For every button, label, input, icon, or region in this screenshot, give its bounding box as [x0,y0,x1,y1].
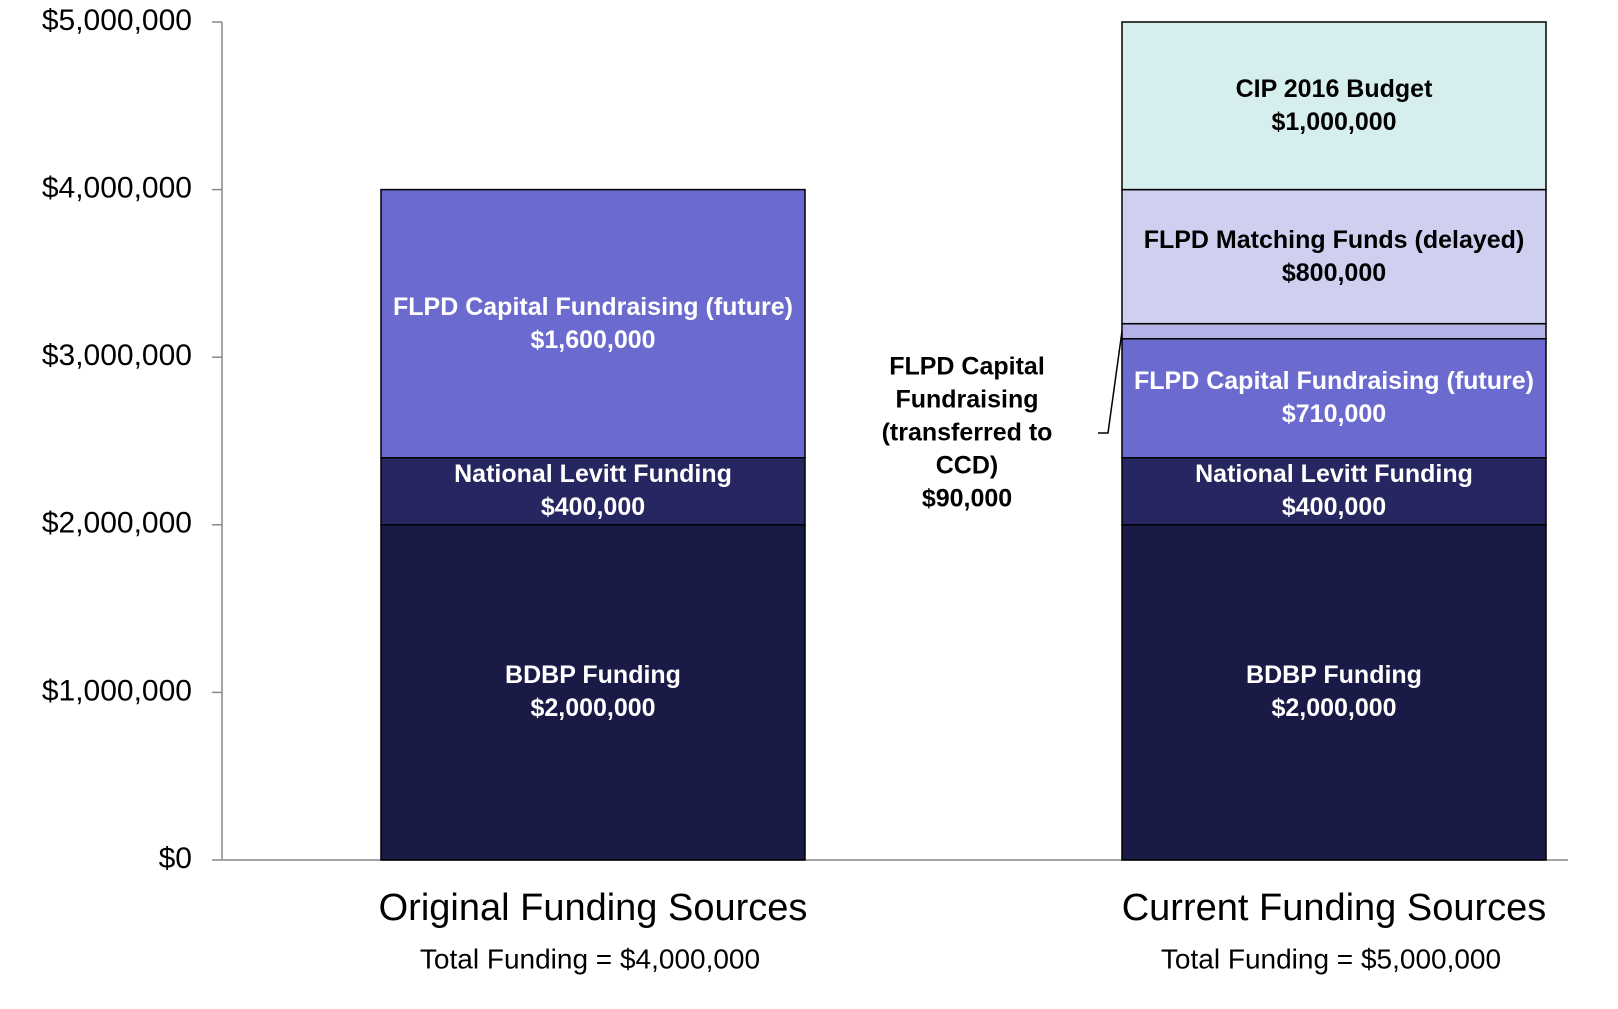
segment-label: National Levitt Funding $400,000 [1132,458,1536,524]
x-tick-label: Original Funding Sources [379,887,808,929]
category-subtitle: Total Funding = $5,000,000 [1161,943,1501,974]
segment-name: CIP 2016 Budget [1235,74,1433,103]
segment-label: FLPD Capital Fundraising (future) $710,00… [1132,365,1536,431]
segment-value: $1,000,000 [1271,107,1397,136]
segment-label: National Levitt Funding $400,000 [391,458,795,524]
bar-segment [380,188,806,459]
y-tick-label: $3,000,000 [42,339,192,372]
segment-value: $90,000 [921,484,1013,513]
segment-name: FLPD Capital Fundraising (future) [1134,367,1534,396]
segment-label: FLPD Capital Fundraising (future) $1,600,… [391,291,795,357]
segment-label: FLPD Capital Fundraising (transferred to… [862,351,1072,516]
bar-segment [380,457,806,526]
bar-segment [1121,524,1547,861]
segment-value: $400,000 [1281,493,1387,522]
segment-label: BDBP Funding $2,000,000 [1132,659,1536,725]
y-tick-label: $0 [159,842,192,875]
bar-segment [1121,188,1547,325]
segment-value: $2,000,000 [530,694,656,723]
segment-name: National Levitt Funding [1195,460,1473,489]
y-tick-label: $4,000,000 [42,172,192,205]
segment-value: $710,000 [1281,400,1387,429]
x-tick-label: Current Funding Sources [1122,887,1547,929]
segment-label: FLPD Matching Funds (delayed) $800,000 [1132,224,1536,290]
segment-value: $2,000,000 [1271,694,1397,723]
segment-value: $400,000 [540,493,646,522]
bar-segment [1121,322,1547,340]
segment-label: CIP 2016 Budget $1,000,000 [1132,73,1536,139]
y-tick-label: $1,000,000 [42,674,192,707]
y-tick-label: $2,000,000 [42,507,192,540]
bar-segment [1121,457,1547,526]
segment-name: BDBP Funding [1246,661,1422,690]
segment-label: BDBP Funding $2,000,000 [391,659,795,725]
segment-name: National Levitt Funding [454,460,732,489]
segment-value: $1,600,000 [530,325,656,354]
segment-name: FLPD Matching Funds (delayed) [1143,225,1525,254]
bar-segment [380,524,806,861]
segment-name: FLPD Capital Fundraising (future) [393,292,793,321]
category-subtitle: Total Funding = $4,000,000 [420,943,760,974]
leader-line [1098,331,1123,434]
segment-value: $800,000 [1281,258,1387,287]
segment-name: BDBP Funding [505,661,681,690]
segment-name: FLPD Capital Fundraising (transferred to… [881,352,1053,480]
bar-segment [1121,338,1547,459]
bar-segment [1121,21,1547,191]
y-tick-label: $5,000,000 [42,4,192,37]
